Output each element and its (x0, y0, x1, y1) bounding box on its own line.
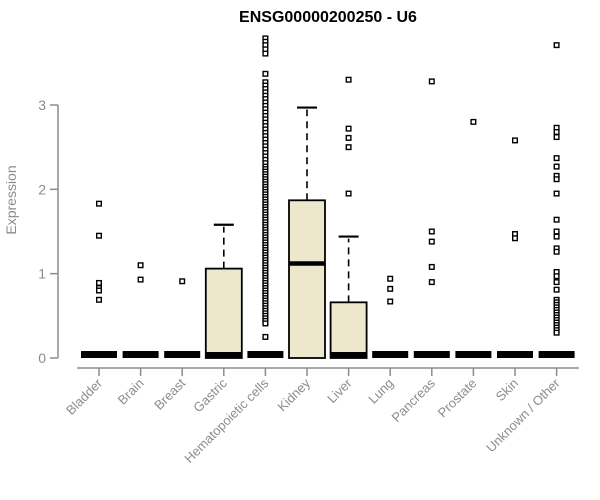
box-group (247, 351, 284, 358)
outlier-point (137, 276, 144, 283)
chart-title: ENSG00000200250 - U6 (239, 9, 417, 26)
y-tick-label: 0 (38, 350, 46, 366)
outlier-point (345, 76, 352, 83)
outlier-point (553, 128, 560, 135)
box (329, 301, 368, 359)
median-line (330, 352, 367, 358)
outlier-point (387, 285, 394, 292)
flat-box (81, 351, 117, 358)
box-group (455, 351, 492, 358)
outlier-point (345, 190, 352, 197)
outlier-point (345, 134, 352, 141)
outlier-point (95, 296, 102, 303)
x-category-label: Brain (115, 376, 147, 408)
box-group (538, 351, 575, 358)
box-group (413, 351, 450, 358)
median-line (205, 352, 242, 358)
box (204, 267, 243, 359)
outlier-point (428, 263, 435, 270)
box-group (122, 351, 159, 358)
outlier-point (512, 235, 519, 242)
flat-box (538, 351, 575, 358)
y-tick-label: 1 (38, 266, 46, 282)
outlier-point (553, 42, 560, 49)
outlier-point (387, 275, 394, 282)
x-category-label: Kidney (274, 375, 313, 414)
flat-box (247, 351, 284, 358)
box-group (164, 351, 201, 358)
outlier-point (553, 155, 560, 162)
outlier-point (95, 200, 102, 207)
box (288, 199, 326, 359)
x-category-label: Lung (365, 376, 396, 407)
outlier-point (262, 70, 269, 77)
outlier-point (512, 137, 519, 144)
outlier-point (553, 134, 560, 141)
y-axis-label: Expression (3, 165, 19, 234)
x-category-label: Pancreas (388, 375, 438, 425)
box-group (288, 106, 326, 359)
outlier-point (553, 190, 560, 197)
y-tick-label: 3 (38, 97, 46, 113)
box-group (497, 351, 533, 358)
axes-group: 0 1 2 3 (38, 97, 579, 376)
outlier-point (470, 118, 477, 125)
box-group (372, 351, 409, 358)
outlier-point (553, 279, 560, 286)
box-group (204, 223, 243, 359)
boxes-group (81, 106, 575, 359)
outlier-point (387, 298, 394, 305)
outlier-point (553, 163, 560, 170)
outlier-point (428, 279, 435, 286)
x-category-label: Skin (493, 376, 521, 404)
outlier-point (345, 144, 352, 151)
outlier-point (137, 262, 144, 269)
x-category-label: Unknown / Other (483, 375, 563, 455)
x-category-label: Bladder (63, 375, 106, 418)
outlier-point (95, 287, 102, 294)
outlier-point (553, 216, 560, 223)
box-group (329, 235, 368, 359)
outlier-point (95, 232, 102, 239)
flat-box (455, 351, 492, 358)
outlier-point (95, 279, 102, 286)
outlier-point (553, 286, 560, 293)
outlier-point (262, 50, 269, 57)
outlier-point (262, 320, 269, 327)
outlier-point (553, 248, 560, 255)
flat-box (413, 351, 450, 358)
flat-box (122, 351, 159, 358)
outlier-point (179, 278, 186, 285)
outlier-point (553, 329, 560, 336)
box-group (81, 351, 117, 358)
outlier-point (262, 333, 269, 340)
outliers-group (95, 35, 560, 340)
y-tick-label: 2 (38, 181, 46, 197)
x-category-label: Prostate (435, 376, 480, 421)
x-category-label: Gastric (190, 375, 230, 415)
flat-box (497, 351, 533, 358)
outlier-point (428, 238, 435, 245)
flat-box (372, 351, 409, 358)
x-category-label: Breast (151, 375, 188, 412)
outlier-point (428, 228, 435, 235)
x-category-label: Liver (324, 375, 355, 406)
outlier-point (345, 125, 352, 132)
outlier-point (553, 273, 560, 280)
outlier-point (553, 176, 560, 183)
outlier-point (553, 228, 560, 235)
flat-box (164, 351, 201, 358)
outlier-point (428, 78, 435, 85)
outlier-point (553, 233, 560, 240)
